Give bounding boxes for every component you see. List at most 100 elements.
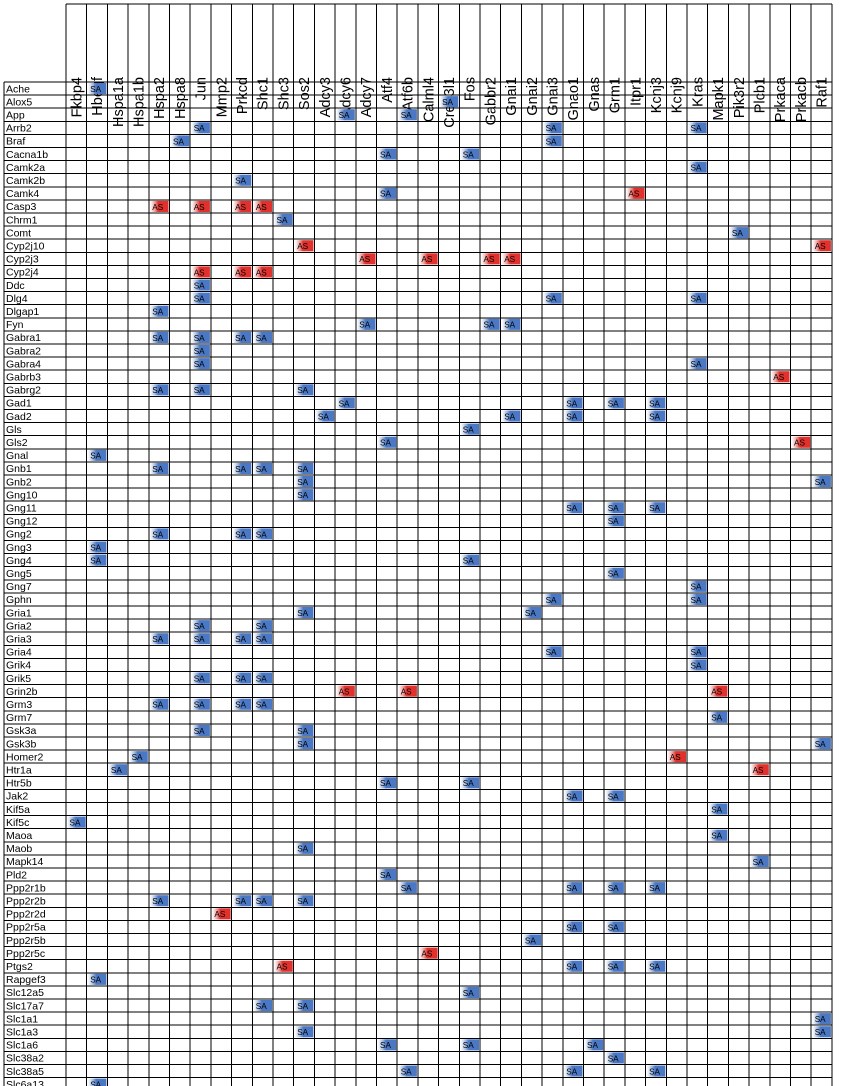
cell-mark-ppp2r5b-gnai2: SA [522, 934, 542, 946]
cell-label: SA [691, 648, 702, 657]
cell-mark-gnb2-sos2: SA [294, 476, 314, 488]
cell-label: SA [380, 871, 391, 880]
row-header-ddc: Ddc [6, 280, 25, 292]
cell-mark-slc38a5-atf6b: SA [398, 1065, 417, 1077]
cell-fill [543, 593, 562, 605]
cell-mark-rapgef3-hbegf: SA [87, 973, 107, 985]
row-header-slc1a3: Slc1a3 [6, 1026, 38, 1038]
column-header-hspa1b: Hspa1b [131, 77, 147, 127]
row-header-camk2a: Camk2a [6, 162, 45, 174]
row-header-mapk14: Mapk14 [6, 856, 44, 868]
cell-label: SA [815, 740, 826, 749]
cell-fill [605, 502, 624, 514]
cell-mark-gphn-kras: SA [688, 593, 707, 605]
cell-fill [522, 934, 542, 946]
cell-label: SA [711, 805, 722, 814]
column-header-sos2: Sos2 [297, 77, 313, 110]
cell-label: SA [608, 504, 619, 513]
cell-label: SA [546, 596, 557, 605]
cell-mark-htr1a-hspa1a: SA [108, 764, 128, 776]
cell-label: AS [339, 688, 350, 697]
cell-mark-gabra1-shc1: SA [253, 331, 272, 343]
cell-label: SA [297, 727, 308, 736]
row-header-chrm1: Chrm1 [6, 214, 38, 226]
cell-mark-grin2b-adcy6: AS [336, 685, 355, 697]
cell-fill [294, 384, 314, 396]
row-header-slc38a5: Slc38a5 [6, 1066, 44, 1078]
cell-fill [522, 607, 542, 619]
cell-fill [688, 593, 707, 605]
cell-label: SA [90, 85, 101, 94]
cell-fill [791, 436, 811, 448]
cell-mark-gabrb3-prkaca: AS [770, 371, 790, 383]
row-header-gng5: Gng5 [6, 568, 32, 580]
cell-label: SA [566, 884, 577, 893]
row-header-slc1a6: Slc1a6 [6, 1040, 38, 1052]
cell-fill [563, 1065, 583, 1077]
column-header-adcy3: Adcy3 [318, 77, 334, 117]
row-header-gng7: Gng7 [6, 581, 32, 593]
cell-fill [149, 698, 169, 710]
cell-fill [708, 685, 728, 697]
cell-fill [253, 698, 272, 710]
row-header-camk4: Camk4 [6, 188, 39, 200]
cell-mark-cyp2j10-sos2: AS [294, 240, 314, 252]
column-header-prkacb: Prkacb [794, 77, 810, 122]
cell-mark-ppp2r5a-grm1: SA [605, 921, 624, 933]
cell-label: SA [90, 976, 101, 985]
cell-label: AS [484, 255, 495, 264]
column-header-prkaca: Prkaca [773, 76, 789, 122]
cell-mark-gsk3b-sos2: SA [294, 738, 314, 750]
cell-label: SA [608, 570, 619, 579]
cell-label: AS [401, 688, 412, 697]
cell-mark-grik4-kras: SA [688, 659, 707, 671]
cell-label: SA [297, 386, 308, 395]
cell-mark-grm3-prkcd: SA [232, 698, 252, 710]
cell-mark-gng5-grm1: SA [605, 567, 624, 579]
cell-label: SA [649, 504, 660, 513]
cell-label: SA [152, 465, 163, 474]
cell-mark-gad2-kcnj3: SA [646, 410, 666, 422]
row-header-cacna1b: Cacna1b [6, 149, 48, 161]
cell-label: SA [649, 963, 660, 972]
cell-label: AS [256, 268, 267, 277]
row-header-gnb2: Gnb2 [6, 476, 32, 488]
cell-fill [481, 253, 500, 265]
cell-label: SA [318, 412, 329, 421]
cell-label: SA [194, 635, 205, 644]
row-header-grm3: Grm3 [6, 699, 32, 711]
row-header-slc12a5: Slc12a5 [6, 987, 44, 999]
cell-mark-gabra1-prkcd: SA [232, 331, 252, 343]
cell-fill [87, 973, 107, 985]
cell-fill [294, 1026, 314, 1038]
cell-mark-grm3-hspa2: SA [149, 698, 169, 710]
cell-fill [398, 1065, 417, 1077]
cell-label: AS [753, 766, 764, 775]
cell-mark-casp3-jun: AS [191, 200, 210, 212]
cell-fill [191, 331, 210, 343]
row-header-gad2: Gad2 [6, 411, 32, 423]
cell-fill [191, 345, 210, 357]
cell-mark-gad2-gnao1: SA [563, 410, 583, 422]
cell-fill [605, 960, 624, 972]
cell-label: SA [815, 1028, 826, 1037]
cell-fill [646, 882, 666, 894]
cell-mark-gria3-shc1: SA [253, 633, 272, 645]
row-header-arrb2: Arrb2 [6, 123, 32, 135]
cell-fill [605, 1052, 624, 1064]
cell-fill [129, 751, 148, 763]
column-header-gnai3: Gnai3 [545, 77, 561, 116]
cell-mark-gabra1-jun: SA [191, 331, 210, 343]
cell-fill [87, 541, 107, 553]
cell-label: SA [235, 674, 246, 683]
row-header-htr5b: Htr5b [6, 778, 32, 790]
cell-label: AS [194, 203, 205, 212]
column-header-fos: Fos [463, 77, 479, 101]
cell-fill [253, 266, 272, 278]
cell-mark-grm3-jun: SA [191, 698, 210, 710]
cell-fill [232, 672, 252, 684]
cell-label: SA [194, 334, 205, 343]
cell-label: SA [256, 622, 267, 631]
cell-fill [294, 489, 314, 501]
cell-mark-cyp2j3-gabbr2: AS [481, 253, 500, 265]
